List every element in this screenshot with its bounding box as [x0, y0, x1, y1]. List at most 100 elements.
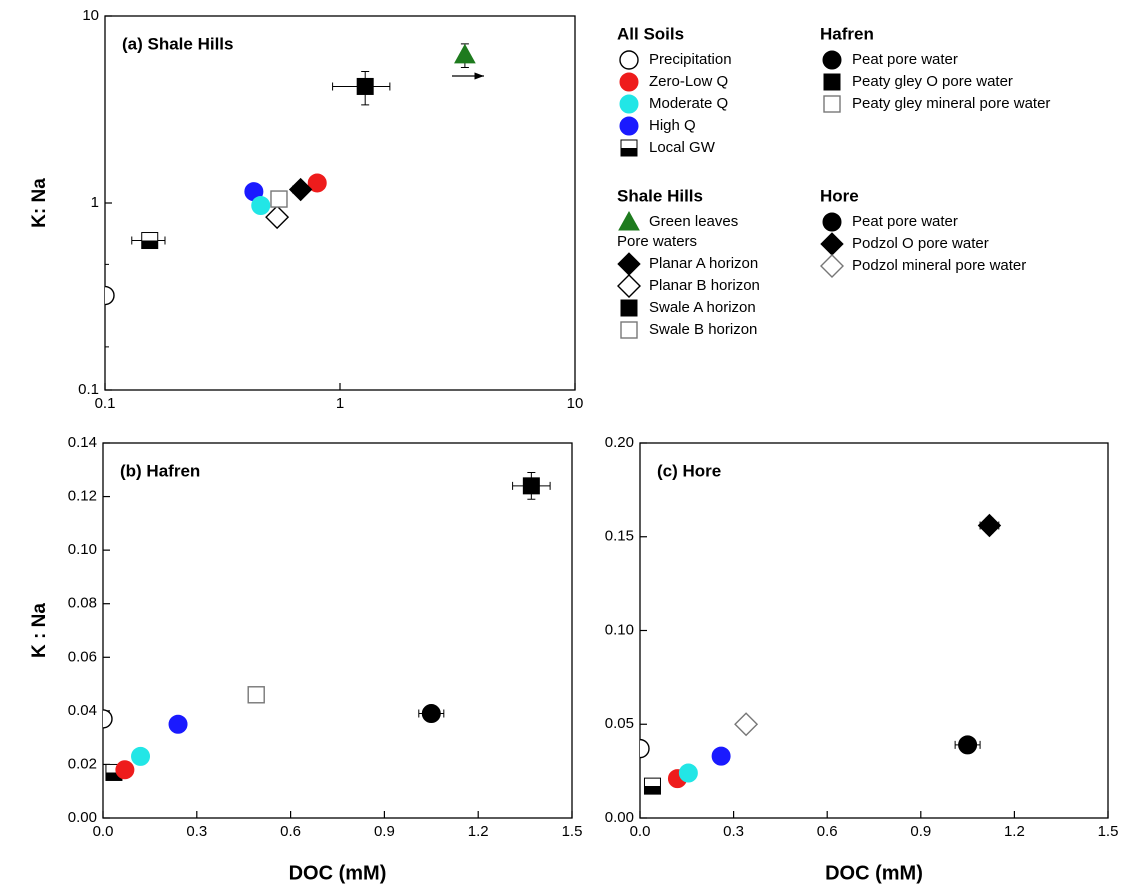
- panel-title: (b) Hafren: [120, 461, 200, 480]
- y-tick-label: 10: [82, 7, 99, 24]
- data-point: [105, 285, 115, 306]
- legend-heading: Hafren: [820, 24, 874, 43]
- data-point: [168, 714, 188, 734]
- x-tick-label: 10: [567, 395, 584, 412]
- y-tick-label: 0.00: [605, 809, 634, 826]
- data-point: [421, 704, 441, 724]
- legend-marker: [619, 50, 639, 70]
- legend-label: High Q: [649, 117, 696, 134]
- legend-label: Peat pore water: [852, 51, 958, 68]
- x-tick-label: 1: [336, 395, 344, 412]
- legend-label: Swale A horizon: [649, 299, 756, 316]
- legend-label: Peaty gley O pore water: [852, 73, 1013, 90]
- legend-marker: [617, 252, 641, 276]
- x-axis-label: DOC (mM): [825, 862, 923, 884]
- data-point: [131, 746, 151, 766]
- legend-label: Podzol O pore water: [852, 235, 989, 252]
- data-point: [678, 763, 698, 783]
- plot-area: [640, 513, 1002, 795]
- legend-marker: [620, 139, 638, 157]
- data-point: [265, 205, 290, 230]
- x-tick-label: 0.3: [186, 823, 207, 840]
- x-tick-label: 1.2: [468, 823, 489, 840]
- x-tick-label: 0.1: [95, 395, 116, 412]
- legend-label: Swale B horizon: [649, 321, 757, 338]
- x-tick-label: 0.9: [374, 823, 395, 840]
- legend-marker: [823, 95, 841, 113]
- legend-heading: All Soils: [617, 24, 684, 43]
- legend-marker: [823, 73, 841, 91]
- legend-marker: [820, 232, 844, 256]
- legend-marker: [620, 299, 638, 317]
- y-tick-label: 0.08: [68, 595, 97, 612]
- data-point: [356, 77, 374, 95]
- y-tick-label: 0.04: [68, 702, 97, 719]
- legend-label: Green leaves: [649, 213, 738, 230]
- y-tick-label: 0.14: [68, 434, 97, 451]
- data-point: [977, 513, 1002, 538]
- legend-label: Peat pore water: [852, 213, 958, 230]
- data-point: [711, 746, 731, 766]
- legend-label: Moderate Q: [649, 95, 728, 112]
- x-tick-label: 1.2: [1004, 823, 1025, 840]
- legend-marker: [619, 116, 639, 136]
- panel-title: (c) Hore: [657, 461, 721, 480]
- legend-marker: [617, 274, 641, 298]
- legend-marker: [822, 50, 842, 70]
- y-tick-label: 0.02: [68, 755, 97, 772]
- y-axis-label: K: Na: [29, 178, 50, 228]
- data-point: [115, 760, 135, 780]
- y-error-bar: [105, 263, 109, 348]
- y-tick-label: 0.00: [68, 809, 97, 826]
- data-point: [307, 173, 327, 193]
- y-tick-label: 0.10: [68, 541, 97, 558]
- legend-marker: [620, 321, 638, 339]
- data-point: [247, 686, 265, 704]
- legend-heading: Shale Hills: [617, 186, 703, 205]
- data-point: [643, 777, 661, 795]
- plot-frame: [102, 442, 573, 819]
- legend-heading: Hore: [820, 186, 859, 205]
- y-tick-label: 0.05: [605, 715, 634, 732]
- plot-frame: [639, 442, 1109, 819]
- legend-marker: [820, 254, 844, 278]
- data-point: [734, 712, 759, 737]
- y-tick-label: 0.1: [78, 381, 99, 398]
- plot-frame: [104, 15, 576, 391]
- x-axis-label: DOC (mM): [289, 862, 387, 884]
- legend-label: Podzol mineral pore water: [852, 257, 1026, 274]
- legend-label: Peaty gley mineral pore water: [852, 95, 1050, 112]
- y-tick-label: 0.15: [605, 528, 634, 545]
- legend-marker: [618, 210, 640, 231]
- legend-label: Local GW: [649, 139, 716, 156]
- data-point: [103, 709, 113, 729]
- x-tick-label: 1.5: [1098, 823, 1119, 840]
- legend-marker: [619, 72, 639, 92]
- plot-area: [105, 43, 476, 348]
- x-tick-label: 0.3: [723, 823, 744, 840]
- data-point: [141, 232, 159, 250]
- data-point: [288, 177, 313, 202]
- x-tick-label: 0.9: [910, 823, 931, 840]
- x-tick-label: 0.6: [817, 823, 838, 840]
- x-tick-label: 0.0: [93, 823, 114, 840]
- x-tick-label: 1.5: [562, 823, 583, 840]
- y-tick-label: 0.06: [68, 648, 97, 665]
- y-axis-label: K : Na: [29, 603, 50, 658]
- legend-label: Precipitation: [649, 51, 732, 68]
- legend-label: Planar B horizon: [649, 277, 760, 294]
- panel-title: (a) Shale Hills: [122, 34, 233, 53]
- legend-label: Planar A horizon: [649, 255, 758, 272]
- legend-marker: [822, 212, 842, 232]
- x-tick-label: 0.6: [280, 823, 301, 840]
- data-point: [270, 190, 288, 208]
- data-point: [958, 735, 978, 755]
- legend-marker: [619, 94, 639, 114]
- y-tick-label: 0.12: [68, 488, 97, 505]
- data-point: [454, 43, 476, 64]
- x-tick-label: 0.0: [630, 823, 651, 840]
- y-tick-label: 1: [91, 194, 99, 211]
- data-point: [640, 738, 650, 759]
- y-tick-label: 0.10: [605, 621, 634, 638]
